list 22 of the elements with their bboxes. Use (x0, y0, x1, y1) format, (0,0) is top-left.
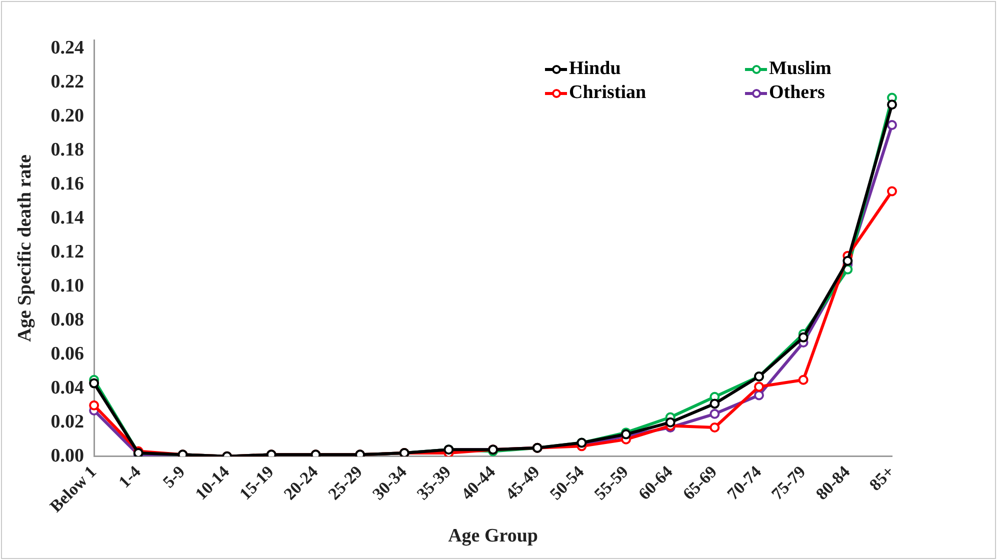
y-tick-label: 0.04 (50, 377, 85, 398)
y-tick-label: 0.02 (50, 411, 84, 432)
y-tick-label: 0.20 (50, 105, 84, 126)
y-tick-label: 0.10 (50, 275, 84, 296)
y-tick-label: 0.06 (50, 343, 84, 364)
y-tick-label: 0.16 (50, 173, 84, 194)
x-axis-title: Age Group (448, 526, 538, 547)
legend-label: Muslim (769, 58, 832, 80)
y-tick-label: 0.00 (50, 445, 84, 466)
x-tick-label: 85+ (866, 462, 898, 494)
y-tick-label: 0.18 (50, 139, 84, 160)
y-tick-label: 0.24 (50, 37, 85, 58)
x-tick-label: 1-4 (114, 462, 145, 492)
y-axis-title: Age Specific death rate (14, 154, 36, 342)
legend-label: Hindu (569, 58, 621, 80)
y-tick-label: 0.22 (50, 71, 84, 92)
legend-label: Others (769, 82, 825, 104)
y-tick-label: 0.08 (50, 309, 84, 330)
y-tick-label: 0.12 (50, 241, 84, 262)
legend-label: Christian (569, 82, 646, 104)
y-tick-label: 0.14 (50, 207, 85, 228)
x-tick-label: 5-9 (159, 462, 189, 492)
